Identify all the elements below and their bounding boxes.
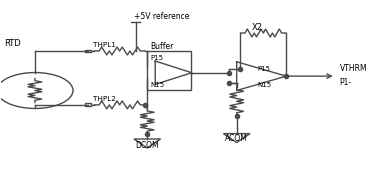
Text: X2: X2: [252, 23, 263, 32]
Text: THPL1: THPL1: [93, 42, 116, 48]
Text: N15: N15: [150, 82, 164, 88]
Text: RTD: RTD: [5, 39, 21, 48]
Text: DCOM: DCOM: [135, 141, 159, 150]
Text: Buffer: Buffer: [150, 42, 174, 51]
Text: VTHRM: VTHRM: [340, 64, 367, 73]
Text: P1-: P1-: [340, 78, 351, 87]
Text: N15: N15: [257, 82, 272, 88]
Polygon shape: [223, 134, 250, 143]
Bar: [147, 51, 191, 90]
Text: P15: P15: [257, 66, 270, 72]
Text: P15: P15: [150, 55, 163, 61]
Bar: [85, 50, 91, 52]
Text: ACOM: ACOM: [225, 134, 248, 143]
Text: +5V reference: +5V reference: [134, 12, 189, 21]
Bar: [85, 103, 91, 106]
Polygon shape: [134, 139, 160, 148]
Text: THPL2: THPL2: [93, 96, 116, 102]
